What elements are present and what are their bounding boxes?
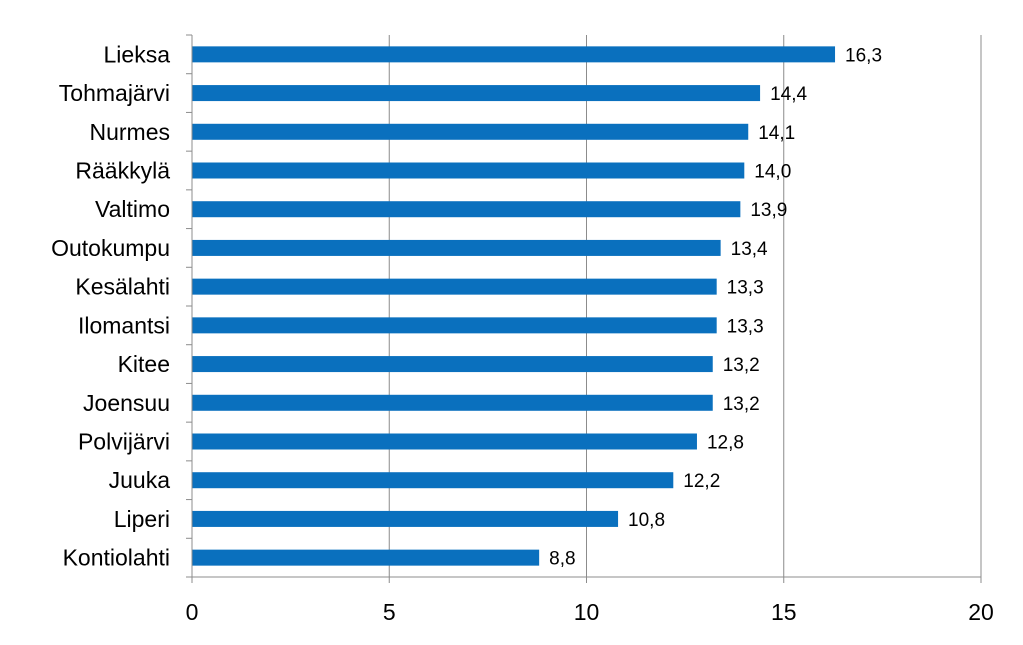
bar-rääkkylä xyxy=(192,162,745,179)
bar-kitee xyxy=(192,356,713,373)
x-tick-label: 0 xyxy=(186,599,199,625)
data-label: 13,4 xyxy=(731,239,768,260)
x-tick-label: 5 xyxy=(383,599,396,625)
bar-liperi xyxy=(192,510,619,527)
category-label: Nurmes xyxy=(89,119,170,145)
labels: 0 5 10 15 20 Lieksa 16,3 Tohmajärvi 14,4 Nurmes 14… xyxy=(51,41,994,625)
data-label: 14,0 xyxy=(754,162,791,183)
category-label: Valtimo xyxy=(95,196,170,222)
bar-outokumpu xyxy=(192,239,721,256)
category-label: Kesälahti xyxy=(75,274,170,300)
x-tick-label: 10 xyxy=(574,599,600,625)
category-label: Lieksa xyxy=(104,41,171,67)
bar-nurmes xyxy=(192,123,749,140)
bar-ilomantsi xyxy=(192,317,717,334)
data-label: 14,4 xyxy=(770,84,807,105)
axes xyxy=(186,34,982,583)
bar-joensuu xyxy=(192,394,713,411)
category-label: Kontiolahti xyxy=(63,545,170,571)
bar-juuka xyxy=(192,472,674,489)
x-tick-label: 15 xyxy=(771,599,797,625)
category-label: Kitee xyxy=(118,351,170,377)
gridlines xyxy=(388,35,982,577)
category-label: Tohmajärvi xyxy=(59,80,170,106)
bars xyxy=(192,46,836,566)
bar-valtimo xyxy=(192,201,741,218)
bar-kesälahti xyxy=(192,278,717,295)
data-label: 10,8 xyxy=(628,510,665,531)
category-label: Juuka xyxy=(109,467,171,493)
category-label: Outokumpu xyxy=(51,235,170,261)
bar-lieksa xyxy=(192,46,836,63)
category-label: Polvijärvi xyxy=(78,429,170,455)
data-label: 8,8 xyxy=(549,549,575,570)
data-label: 16,3 xyxy=(845,45,882,66)
bar-tohmajärvi xyxy=(192,85,761,102)
category-label: Liperi xyxy=(114,506,170,532)
bar-polvijärvi xyxy=(192,433,697,450)
data-label: 13,9 xyxy=(750,200,787,221)
category-label: Joensuu xyxy=(83,390,170,416)
data-label: 14,1 xyxy=(758,123,795,144)
data-label: 12,2 xyxy=(683,471,720,492)
category-label: Ilomantsi xyxy=(78,312,170,338)
x-tick-label: 20 xyxy=(968,599,994,625)
data-label: 13,2 xyxy=(723,355,760,376)
data-label: 13,2 xyxy=(723,394,760,415)
data-label: 12,8 xyxy=(707,433,744,454)
data-label: 13,3 xyxy=(727,316,764,337)
data-label: 13,3 xyxy=(727,278,764,299)
bar-kontiolahti xyxy=(192,549,540,566)
category-label: Rääkkylä xyxy=(75,158,170,184)
